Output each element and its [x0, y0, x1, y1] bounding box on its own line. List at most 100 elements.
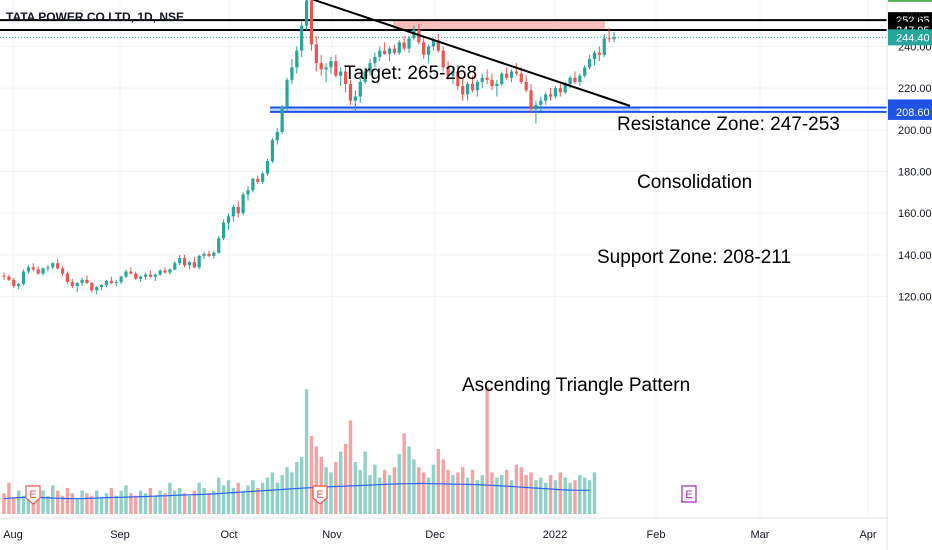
- candle: [592, 50, 597, 66]
- volume-bar: [212, 490, 216, 514]
- earnings-marker[interactable]: E: [681, 485, 697, 503]
- volume-bar: [21, 495, 26, 514]
- candle: [397, 40, 401, 55]
- volume-bar: [456, 472, 460, 514]
- candle: [509, 69, 514, 82]
- candle: [353, 90, 357, 114]
- volume-bar: [60, 495, 65, 514]
- candle: [285, 77, 289, 112]
- candle: [192, 256, 196, 269]
- volume-bar: [187, 495, 192, 514]
- volume-bar: [41, 490, 45, 514]
- support-annotation[interactable]: Support Zone: 208-211: [597, 247, 791, 268]
- candle: [309, 0, 314, 51]
- candle: [461, 77, 465, 101]
- volume-bar: [177, 488, 182, 514]
- grid: [0, 0, 887, 518]
- candle: [41, 267, 45, 276]
- candle: [231, 204, 235, 222]
- volume-bar: [373, 464, 377, 514]
- volume-bar: [85, 493, 89, 514]
- candle: [236, 200, 240, 218]
- svg-text:E: E: [685, 489, 692, 501]
- earnings-markers[interactable]: E E E: [25, 485, 697, 505]
- volume-bar: [153, 495, 157, 514]
- volume-bar: [573, 480, 577, 514]
- volume-bar: [529, 472, 533, 514]
- candle: [597, 46, 601, 62]
- svg-text:208.60: 208.60: [896, 107, 930, 119]
- candle: [280, 104, 284, 135]
- resistance-annotation[interactable]: Resistance Zone: 247-253: [617, 114, 840, 135]
- volume-bar: [407, 446, 411, 514]
- earnings-marker[interactable]: E: [25, 485, 41, 505]
- volume-bar: [119, 490, 123, 514]
- volume-bar: [490, 472, 494, 514]
- volume-bar: [226, 480, 231, 514]
- price-tags: 268.50265.30252.65247.95244.40210.75208.…: [888, 0, 932, 120]
- candle: [602, 34, 606, 57]
- symbol-title[interactable]: TATA POWER CO LTD, 1D, NSE: [6, 10, 184, 24]
- volume-bar: [583, 477, 587, 514]
- volume-bar: [495, 477, 499, 514]
- time-axis[interactable]: Aug Sep Oct Nov Dec 2022 Feb Mar Apr: [3, 529, 877, 541]
- volume-bar: [446, 469, 450, 514]
- candle: [290, 59, 294, 85]
- time-tick-label: 2022: [543, 529, 567, 541]
- candle: [436, 34, 440, 53]
- time-tick-label: Sep: [110, 529, 130, 541]
- candle: [500, 71, 504, 87]
- candle: [514, 63, 518, 76]
- consolidation-annotation[interactable]: Consolidation: [637, 172, 752, 193]
- volume-bar: [543, 482, 548, 514]
- candle: [56, 259, 60, 270]
- time-tick-label: Mar: [751, 529, 770, 541]
- candle: [114, 279, 118, 287]
- candle: [51, 262, 55, 270]
- volume-bar: [421, 472, 426, 514]
- pattern-annotation[interactable]: Ascending Triangle Pattern: [462, 375, 690, 396]
- candle: [553, 86, 558, 99]
- candle: [2, 272, 6, 280]
- candle: [36, 266, 40, 275]
- candle: [480, 73, 484, 89]
- volume-bar: [339, 451, 343, 514]
- candle: [466, 81, 470, 101]
- time-tick-label: Nov: [322, 529, 342, 541]
- volume-bar: [138, 490, 143, 514]
- candle: [70, 278, 74, 289]
- volume-bar: [558, 472, 563, 514]
- volume-bar: [592, 472, 597, 514]
- price-tag: 265.30: [888, 0, 932, 2]
- volume-bar: [134, 495, 138, 514]
- volume-bar: [548, 475, 553, 514]
- candle: [129, 267, 133, 275]
- volume-bar: [163, 493, 167, 514]
- candle: [363, 67, 367, 85]
- candle: [100, 284, 104, 291]
- trend-drawings[interactable]: [276, 0, 631, 107]
- svg-text:E: E: [29, 489, 36, 501]
- candle: [387, 46, 392, 62]
- candle: [251, 177, 255, 193]
- volume-bar: [480, 475, 484, 514]
- volume-bar: [299, 456, 304, 514]
- candle: [529, 84, 533, 114]
- volume-bar: [241, 490, 245, 514]
- volume-bar: [129, 493, 133, 514]
- candle: [402, 36, 406, 51]
- candle: [187, 261, 192, 270]
- volume-bar: [563, 477, 567, 514]
- volume-bar: [509, 480, 514, 514]
- level-zones[interactable]: [0, 0, 887, 113]
- candle: [226, 213, 231, 230]
- candle: [212, 250, 216, 260]
- target-annotation[interactable]: Target: 265-268: [344, 63, 477, 84]
- candle: [139, 275, 143, 282]
- candle: [544, 92, 548, 105]
- candle: [392, 44, 396, 55]
- earnings-marker[interactable]: E: [312, 485, 328, 505]
- candle: [46, 265, 50, 272]
- currency-label[interactable]: 2 INR: [898, 11, 926, 23]
